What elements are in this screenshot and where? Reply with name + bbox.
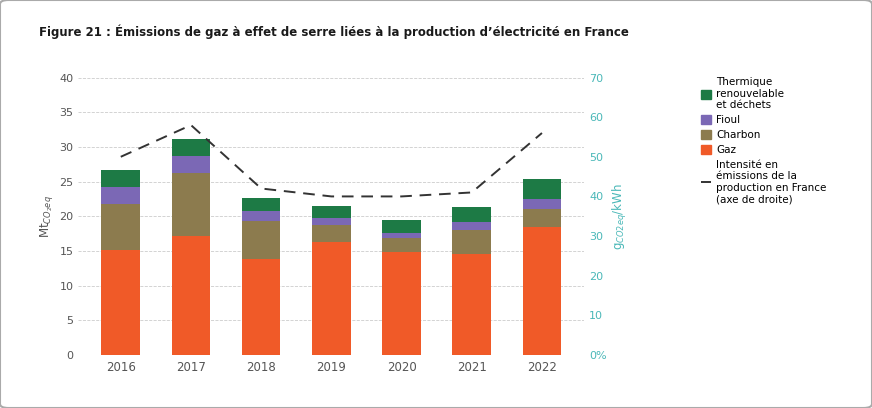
Bar bbox=[453, 230, 491, 255]
Bar bbox=[172, 156, 210, 173]
Legend: Thermique
renouvelable
et déchets, Fioul, Charbon, Gaz, Intensité en
émissions d: Thermique renouvelable et déchets, Fioul… bbox=[701, 77, 827, 205]
Y-axis label: Mt$_{CO_2eq}$: Mt$_{CO_2eq}$ bbox=[38, 195, 55, 238]
Bar bbox=[101, 250, 140, 355]
Bar bbox=[242, 211, 281, 221]
Bar bbox=[453, 206, 491, 222]
Bar bbox=[312, 242, 351, 355]
Bar bbox=[242, 197, 281, 211]
Bar bbox=[312, 217, 351, 224]
Bar bbox=[101, 187, 140, 204]
Bar bbox=[382, 220, 421, 233]
Bar bbox=[101, 171, 140, 187]
Bar bbox=[522, 227, 562, 355]
Bar bbox=[172, 139, 210, 156]
Bar bbox=[312, 206, 351, 217]
Bar bbox=[172, 236, 210, 355]
Bar bbox=[242, 221, 281, 259]
Bar bbox=[453, 255, 491, 355]
Bar bbox=[522, 209, 562, 227]
Bar bbox=[382, 233, 421, 238]
Text: Figure 21 : Émissions de gaz à effet de serre liées à la production d’électricit: Figure 21 : Émissions de gaz à effet de … bbox=[39, 24, 629, 39]
Bar bbox=[101, 204, 140, 250]
Bar bbox=[453, 222, 491, 230]
Bar bbox=[382, 238, 421, 252]
Y-axis label: g$_{CO2eq}$/kWh: g$_{CO2eq}$/kWh bbox=[611, 183, 629, 250]
Bar bbox=[312, 224, 351, 242]
Bar bbox=[242, 259, 281, 355]
Bar bbox=[522, 199, 562, 209]
Bar bbox=[382, 252, 421, 355]
Bar bbox=[522, 180, 562, 199]
Bar bbox=[172, 173, 210, 236]
